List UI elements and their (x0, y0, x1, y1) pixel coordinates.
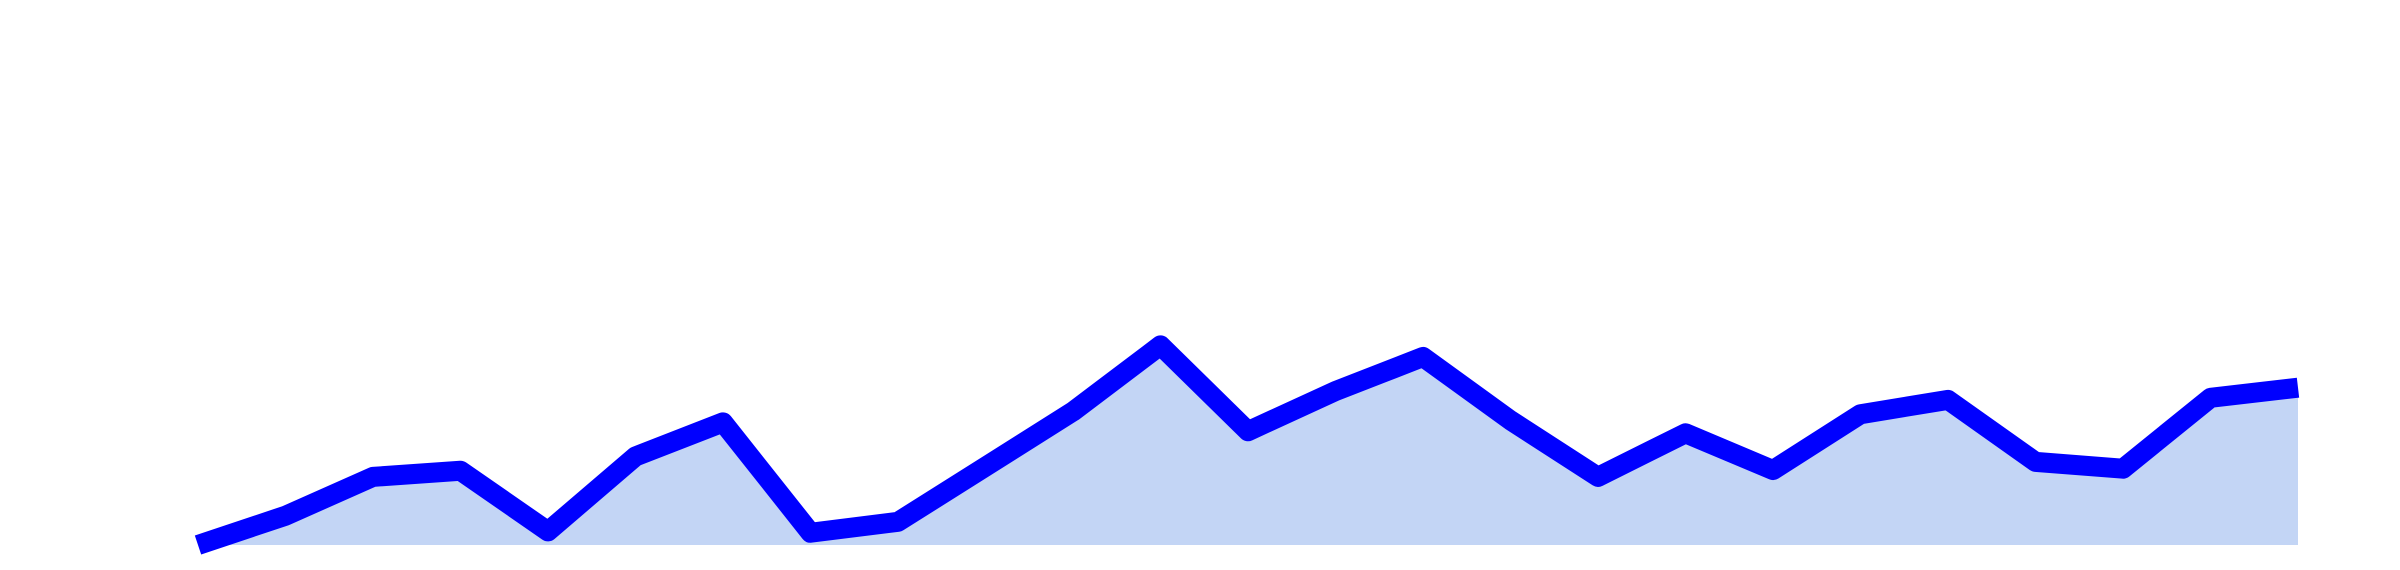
series-0-line (194, 335, 2300, 555)
plot-area (194, 335, 2300, 555)
series-0-area (198, 345, 2298, 545)
